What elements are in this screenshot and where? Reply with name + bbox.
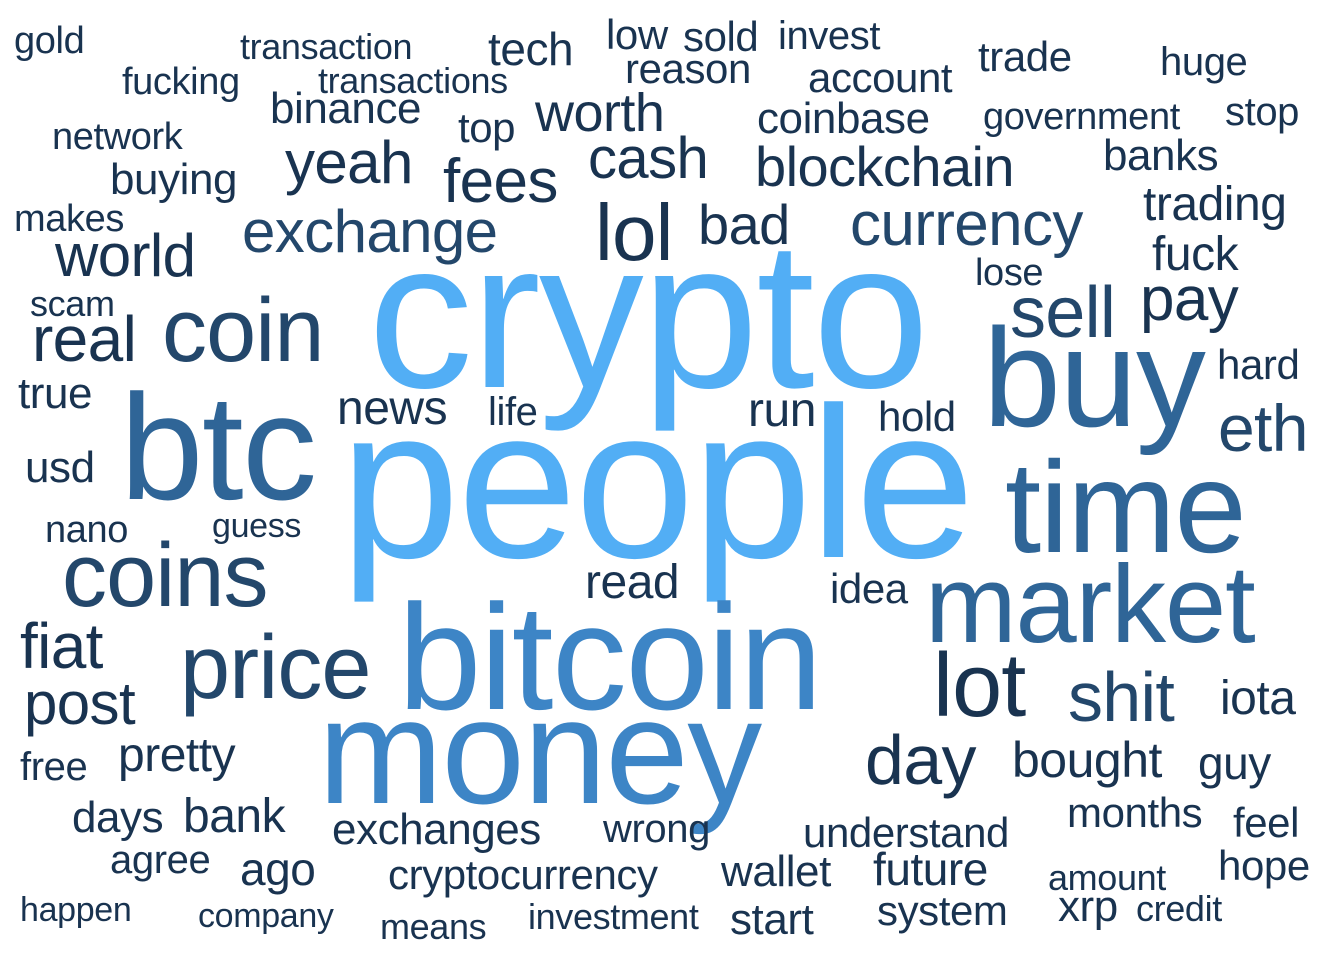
word-feel: feel [1233,798,1300,846]
word-invest: invest [778,13,881,58]
word-fuck: fuck [1152,227,1239,281]
word-fiat: fiat [20,610,103,683]
word-price: price [180,617,371,718]
word-trading: trading [1143,177,1287,231]
word-government: government [983,95,1180,138]
word-lose: lose [975,251,1044,294]
word-wallet: wallet [721,847,831,897]
word-agree: agree [110,837,211,882]
word-crypto: crypto [368,196,929,432]
word-coin: coin [162,280,324,381]
word-investment: investment [528,896,699,938]
word-future: future [873,843,988,896]
word-bad: bad [698,193,790,257]
word-xrp: xrp [1058,882,1118,932]
word-start: start [730,895,814,945]
word-sell: sell [1010,272,1116,353]
word-money: money [318,667,762,836]
word-credit: credit [1136,888,1222,930]
word-cryptocurrency: cryptocurrency [388,850,658,898]
word-time: time [1005,434,1247,581]
word-iota: iota [1220,671,1296,725]
word-post: post [24,669,136,737]
word-bank: bank [183,789,286,843]
word-transactions: transactions [318,60,508,102]
word-bitcoin: bitcoin [398,573,823,742]
word-world: world [55,221,196,289]
word-low: low [606,10,668,58]
word-day: day [865,720,976,799]
word-exchange: exchange [242,197,498,265]
word-true: true [18,369,93,419]
word-hard: hard [1217,340,1300,388]
word-makes: makes [14,197,125,240]
word-yeah: yeah [285,128,413,196]
word-company: company [198,897,334,936]
word-system: system [877,886,1008,934]
word-nano: nano [45,508,129,551]
word-banks: banks [1103,131,1219,181]
word-amount: amount [1048,857,1166,899]
word-read: read [585,555,680,609]
word-hope: hope [1218,841,1310,889]
word-guess: guess [212,507,302,546]
word-run: run [748,383,816,437]
word-scam: scam [30,283,115,325]
word-trade: trade [978,32,1072,80]
word-guy: guy [1198,737,1271,790]
word-lol: lol [595,187,673,277]
word-reason: reason [625,44,751,92]
word-buying: buying [110,155,238,205]
word-real: real [32,303,137,376]
word-lot: lot [933,635,1026,736]
word-buy: buy [983,299,1206,457]
word-stop: stop [1225,89,1300,134]
word-coins: coins [62,525,269,626]
word-days: days [72,793,164,843]
word-months: months [1067,788,1203,836]
word-happen: happen [20,891,132,930]
word-worth: worth [535,83,665,144]
word-tech: tech [488,23,574,76]
word-wrong: wrong [603,806,710,851]
word-free: free [20,744,88,789]
word-fees: fees [443,146,558,216]
word-gold: gold [14,19,85,62]
word-life: life [488,389,538,434]
word-blockchain: blockchain [755,135,1015,199]
word-usd: usd [25,443,95,493]
word-ago: ago [240,843,316,896]
word-network: network [52,115,183,158]
word-news: news [337,381,448,435]
word-shit: shit [1068,657,1175,736]
word-transaction: transaction [240,26,413,68]
word-pay: pay [1140,264,1239,334]
word-eth: eth [1218,391,1308,466]
word-sold: sold [683,12,759,60]
word-pretty: pretty [118,728,236,782]
word-huge: huge [1160,39,1248,84]
word-account: account [808,53,953,101]
word-cash: cash [588,125,709,191]
word-top: top [458,103,516,151]
word-coinbase: coinbase [757,94,930,144]
word-exchanges: exchanges [332,805,541,855]
word-currency: currency [850,189,1083,259]
word-means: means [380,906,487,948]
word-idea: idea [830,564,908,612]
word-fucking: fucking [122,60,240,103]
word-binance: binance [270,84,422,134]
word-btc: btc [120,363,317,532]
word-understand: understand [803,808,1009,856]
word-market: market [925,543,1256,667]
word-bought: bought [1012,731,1162,788]
word-people: people [340,362,975,604]
word-hold: hold [878,392,956,440]
